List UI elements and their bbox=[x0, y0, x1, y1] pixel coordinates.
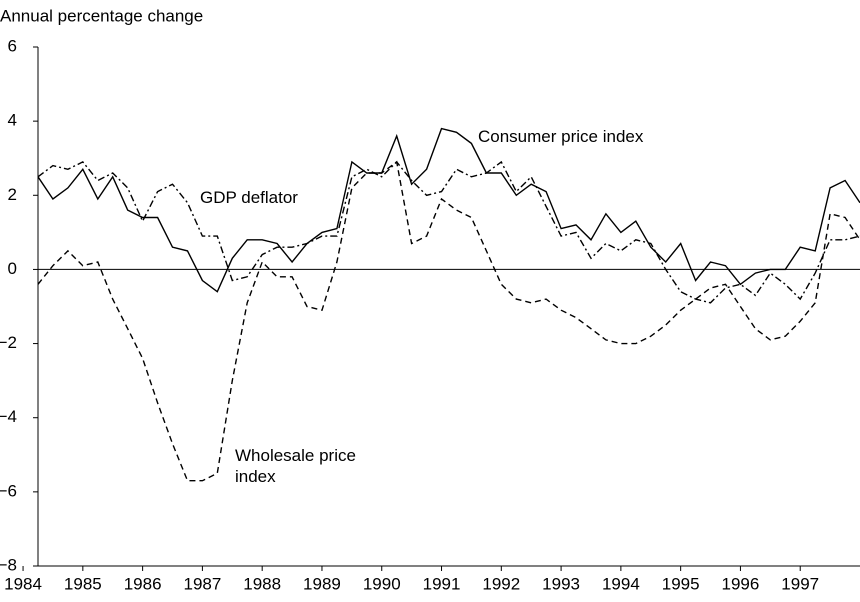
x-tick-label: 1997 bbox=[781, 574, 819, 593]
series-line bbox=[37, 160, 860, 482]
annotation: GDP deflator bbox=[200, 188, 298, 207]
y-tick-label: 6 bbox=[8, 36, 17, 55]
x-tick-label: 1991 bbox=[423, 574, 461, 593]
annotation: Wholesale price index bbox=[235, 446, 356, 486]
series-line bbox=[37, 127, 860, 293]
y-tick-label: 2 bbox=[8, 185, 17, 204]
x-tick-label: 1996 bbox=[722, 574, 760, 593]
x-tick-label: 1989 bbox=[303, 574, 341, 593]
x-tick-label: 1986 bbox=[124, 574, 162, 593]
x-tick-label: 1984 bbox=[4, 574, 42, 593]
y-tick-label: 4 bbox=[8, 111, 17, 130]
x-tick-label: 1985 bbox=[64, 574, 102, 593]
x-tick-label: 1988 bbox=[243, 574, 281, 593]
x-tick-label: 1995 bbox=[662, 574, 700, 593]
y-tick-label: 0 bbox=[8, 259, 17, 278]
y-tick-label: −4 bbox=[0, 407, 17, 426]
x-tick-label: 1992 bbox=[482, 574, 520, 593]
y-axis-label: Annual percentage change bbox=[0, 6, 203, 25]
y-tick-label: −6 bbox=[0, 481, 17, 500]
y-tick-label: −8 bbox=[0, 555, 17, 574]
x-tick-label: 1993 bbox=[542, 574, 580, 593]
x-tick-label: 1987 bbox=[183, 574, 221, 593]
x-tick-label: 1994 bbox=[602, 574, 640, 593]
y-tick-label: −2 bbox=[0, 333, 17, 352]
annotation: Consumer price index bbox=[478, 127, 644, 146]
x-tick-label: 1990 bbox=[363, 574, 401, 593]
series-line bbox=[37, 160, 860, 304]
